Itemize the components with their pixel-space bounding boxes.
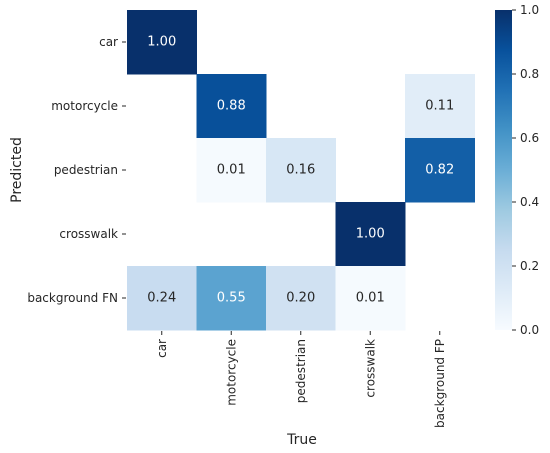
heatmap-cells: 1.00 0.88 0.11 0.01 0.16 0.82 1.00 0.24 0.55 0.20… bbox=[127, 10, 475, 331]
y-tick-label: car bbox=[99, 35, 118, 49]
heatmap-cell bbox=[127, 266, 197, 331]
colorbar-tick-label: 0.2 bbox=[520, 259, 539, 273]
x-tick-label: background FP bbox=[433, 339, 447, 428]
cell-value-label: 0.24 bbox=[147, 291, 176, 306]
colorbar: 0.0 0.2 0.4 0.6 0.8 1.0 bbox=[495, 3, 539, 337]
cell-value-label: 0.01 bbox=[356, 291, 385, 306]
cell-value-label: 1.00 bbox=[147, 35, 176, 50]
heatmap-cell bbox=[266, 138, 336, 203]
heatmap-cell bbox=[335, 266, 406, 331]
x-axis-title: True bbox=[286, 432, 317, 448]
y-tick-labels: car motorcycle pedestrian crosswalk backgrou… bbox=[27, 35, 126, 305]
cell-value-label: 0.20 bbox=[286, 291, 315, 306]
y-tick-label: motorcycle bbox=[51, 99, 118, 113]
y-tick-label: crosswalk bbox=[59, 227, 118, 241]
colorbar-tick-label: 0.6 bbox=[520, 131, 539, 145]
cell-value-label: 0.88 bbox=[217, 99, 246, 114]
cell-value-label: 1.00 bbox=[356, 227, 385, 242]
cell-value-label: 0.82 bbox=[425, 163, 454, 178]
heatmap-cell bbox=[335, 202, 406, 267]
cell-value-label: 0.16 bbox=[286, 163, 315, 178]
x-tick-labels: car motorcycle pedestrian crosswalk backgrou… bbox=[155, 331, 447, 428]
colorbar-tick-label: 0.4 bbox=[520, 195, 539, 209]
cell-value-label: 0.11 bbox=[425, 99, 454, 114]
heatmap-cell bbox=[405, 74, 475, 139]
heatmap-cell bbox=[127, 10, 197, 75]
x-tick-label: motorcycle bbox=[224, 339, 238, 406]
cell-value-label: 0.01 bbox=[217, 163, 246, 178]
heatmap-cell bbox=[196, 74, 267, 139]
heatmap-cell bbox=[196, 266, 267, 331]
heatmap-cell bbox=[196, 138, 267, 203]
x-tick-label: crosswalk bbox=[363, 339, 377, 398]
colorbar-gradient bbox=[495, 10, 512, 330]
y-tick-label: pedestrian bbox=[54, 163, 118, 177]
colorbar-tick-label: 1.0 bbox=[520, 3, 539, 17]
heatmap-cell bbox=[405, 138, 475, 203]
colorbar-tick-label: 0.8 bbox=[520, 67, 539, 81]
y-axis-title: Predicted bbox=[9, 137, 25, 203]
y-tick-label: background FN bbox=[27, 291, 118, 305]
cell-value-label: 0.55 bbox=[217, 291, 246, 306]
heatmap-cell bbox=[266, 266, 336, 331]
x-tick-label: pedestrian bbox=[294, 339, 308, 403]
colorbar-ticks: 0.0 0.2 0.4 0.6 0.8 1.0 bbox=[512, 3, 539, 337]
x-tick-label: car bbox=[155, 339, 169, 358]
colorbar-tick-label: 0.0 bbox=[520, 323, 539, 337]
